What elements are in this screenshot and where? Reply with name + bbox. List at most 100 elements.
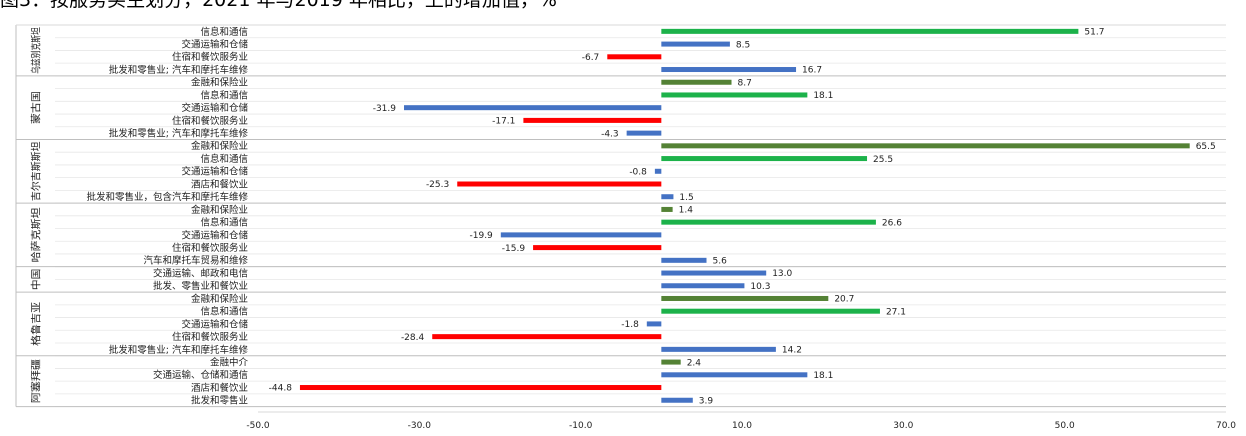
bar-finance xyxy=(661,206,673,212)
category-label: 交通运输、仓储和通信 xyxy=(153,369,248,381)
bar-ict xyxy=(661,156,868,162)
category-label: 金融中介 xyxy=(210,356,249,368)
value-label: -6.7 xyxy=(582,53,600,63)
value-label: 2.4 xyxy=(687,358,702,368)
category-label: 汽车和摩托车贸易和维修 xyxy=(143,255,248,267)
value-label: 20.7 xyxy=(834,295,854,305)
category-label: 批发和零售业; 汽车和摩托车维修 xyxy=(109,344,249,356)
bar-transport xyxy=(646,321,662,327)
value-label: 51.7 xyxy=(1084,28,1104,38)
category-label: 住宿和餐饮服务业 xyxy=(172,331,248,343)
category-label: 批发和零售业; 汽车和摩托车维修 xyxy=(109,128,249,140)
category-label: 交通运输和仓储 xyxy=(181,166,248,178)
bar-hospitality xyxy=(607,54,662,60)
value-label: -4.3 xyxy=(601,129,619,139)
category-label: 批发和零售业 xyxy=(191,395,248,407)
value-label: 65.5 xyxy=(1196,142,1216,152)
value-label: -0.8 xyxy=(629,167,647,177)
value-label: -19.9 xyxy=(470,231,494,241)
bar-ict xyxy=(661,92,808,98)
value-label: 10.3 xyxy=(750,282,770,292)
category-label: 交通运输、邮政和电信 xyxy=(153,267,248,279)
bar-ict xyxy=(661,219,876,225)
x-tick-label: 30.0 xyxy=(893,421,913,431)
value-label: 18.1 xyxy=(813,371,833,381)
bar-trade xyxy=(661,257,707,263)
value-label: 1.5 xyxy=(679,193,693,203)
group-label-0: 乌兹别克斯坦 xyxy=(30,27,43,74)
group-label-5: 格鲁吉亚 xyxy=(30,302,43,346)
bar-transport xyxy=(404,105,662,111)
bar-hospitality xyxy=(533,245,662,251)
value-label: 18.1 xyxy=(813,91,833,101)
group-label-1: 蒙古国 xyxy=(30,91,43,124)
value-label: 16.7 xyxy=(802,66,822,76)
value-label: 25.5 xyxy=(873,155,893,165)
bar-transport xyxy=(661,41,730,47)
value-label: -25.3 xyxy=(426,180,449,190)
x-tick-label: -30.0 xyxy=(408,421,432,431)
category-label: 信息和通信 xyxy=(200,26,248,38)
bar-finance xyxy=(661,79,732,85)
bar-finance xyxy=(661,359,681,365)
value-label: -31.9 xyxy=(373,104,397,114)
value-label: -44.8 xyxy=(269,384,293,394)
category-label: 批发、零售业和餐饮业 xyxy=(153,280,248,292)
x-tick-label: -10.0 xyxy=(569,421,593,431)
value-label: 1.4 xyxy=(679,206,694,216)
group-label-3: 哈萨克斯坦 xyxy=(30,207,43,262)
bar-ict xyxy=(661,308,880,314)
value-label: -17.1 xyxy=(492,117,515,127)
bar-trade xyxy=(626,130,662,136)
bar-hospitality xyxy=(523,117,662,123)
category-label: 金融和保险业 xyxy=(191,293,248,305)
value-label: 13.0 xyxy=(772,269,792,279)
category-label: 信息和通信 xyxy=(200,306,248,318)
category-label: 金融和保险业 xyxy=(191,77,248,89)
bar-transport xyxy=(661,372,808,378)
value-label: 26.6 xyxy=(882,218,902,228)
group-label-6: 阿塞拜疆 xyxy=(30,359,43,403)
category-label: 酒店和餐饮业 xyxy=(191,178,248,190)
value-label: -28.4 xyxy=(401,333,425,343)
bar-finance xyxy=(661,295,829,301)
bar-hospitality xyxy=(457,181,662,187)
bar-transport xyxy=(661,270,767,276)
value-label: 3.9 xyxy=(699,396,714,406)
category-label: 批发和零售业，包含汽车和摩托车维修 xyxy=(86,191,248,203)
value-label: 14.2 xyxy=(782,346,802,356)
category-label: 交通运输和仓储 xyxy=(181,229,248,241)
bar-trade xyxy=(661,346,776,352)
bar-trade xyxy=(661,194,674,200)
category-label: 交通运输和仓储 xyxy=(181,318,248,330)
category-label: 酒店和餐饮业 xyxy=(191,382,248,394)
chart-caption: 图3：按服务买主划分，2021 年与2019 年相比，上的增加值，% xyxy=(0,0,557,11)
category-label: 住宿和餐饮服务业 xyxy=(172,115,248,127)
category-label: 信息和通信 xyxy=(200,217,248,229)
value-label: 8.7 xyxy=(738,78,752,88)
category-label: 交通运输和仓储 xyxy=(181,38,248,50)
category-label: 信息和通信 xyxy=(200,89,248,101)
bar-hospitality xyxy=(299,385,662,391)
bar-trade xyxy=(661,397,693,403)
category-label: 金融和保险业 xyxy=(191,140,248,152)
x-tick-label: -50.0 xyxy=(246,421,270,431)
x-tick-label: 10.0 xyxy=(732,421,752,431)
value-label: -15.9 xyxy=(502,244,526,254)
x-tick-label: 70.0 xyxy=(1216,421,1236,431)
category-label: 住宿和餐饮服务业 xyxy=(172,51,248,63)
category-label: 信息和通信 xyxy=(200,153,248,165)
bar-transport xyxy=(654,168,662,174)
category-label: 金融和保险业 xyxy=(191,204,248,216)
bar-finance xyxy=(661,143,1190,149)
bar-transport xyxy=(500,232,662,238)
bar-ict xyxy=(661,28,1079,34)
bar-hospitality xyxy=(432,334,662,340)
x-tick-label: 50.0 xyxy=(1055,421,1075,431)
category-label: 批发和零售业; 汽车和摩托车维修 xyxy=(109,64,249,76)
category-label: 交通运输和仓储 xyxy=(181,102,248,114)
category-label: 住宿和餐饮服务业 xyxy=(172,242,248,254)
value-label: 5.6 xyxy=(713,257,728,267)
value-label: 27.1 xyxy=(886,307,906,317)
